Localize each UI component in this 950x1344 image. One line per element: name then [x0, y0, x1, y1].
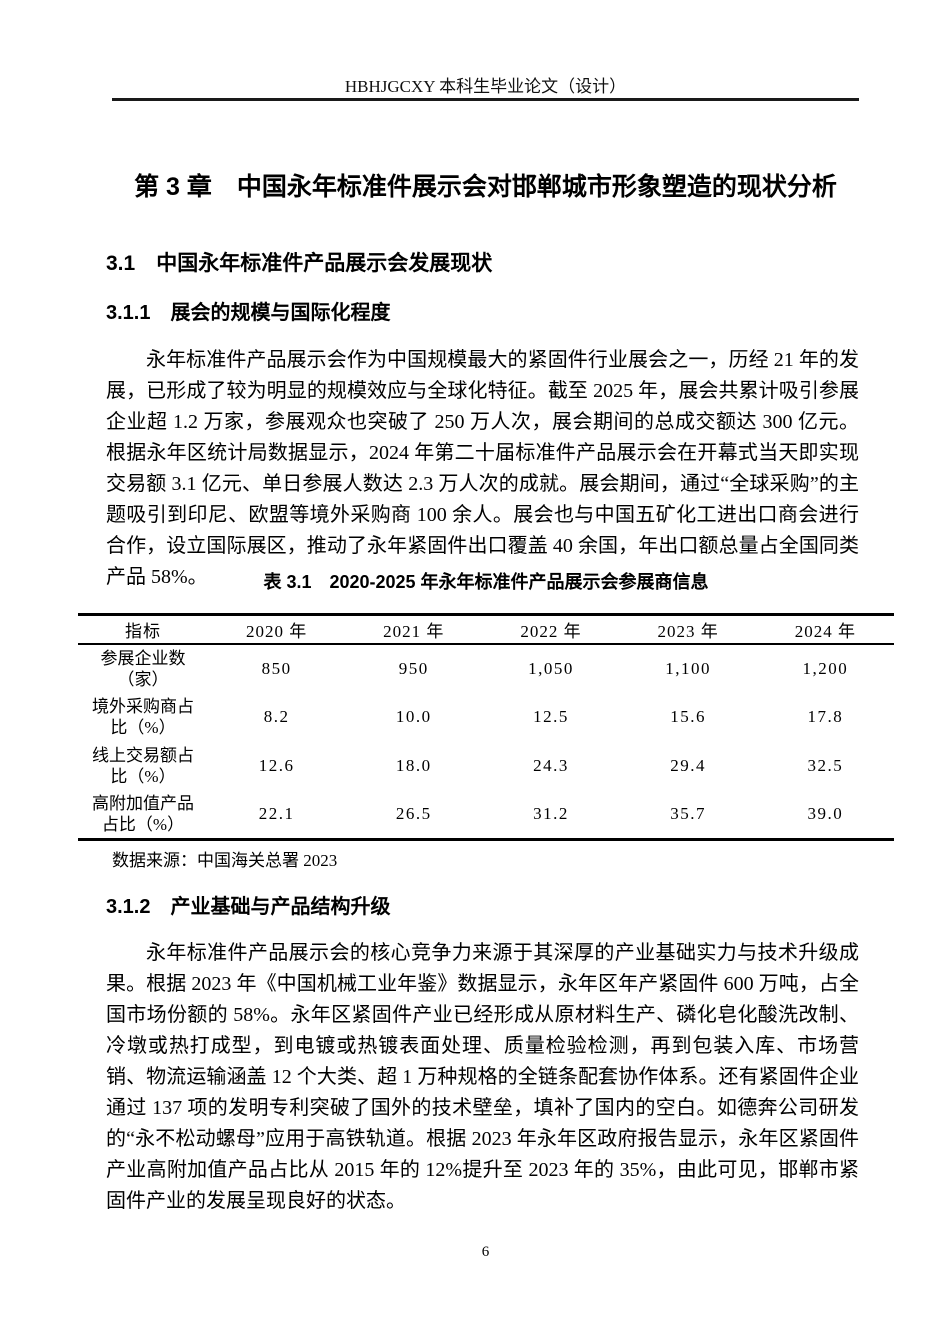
table-row: 高附加值产品 占比（%） 22.1 26.5 31.2 35.7 39.0 — [78, 791, 894, 840]
section-3-1-heading: 3.1 中国永年标准件产品展示会发展现状 — [106, 252, 493, 275]
table-cell-value: 26.5 — [395, 804, 432, 824]
table-cell-value: 24.3 — [533, 756, 569, 775]
table-cell-value: 12.6 — [258, 756, 295, 775]
section-3-1-1-paragraph: 永年标准件产品展示会作为中国规模最大的紧固件行业展会之一，历经 21 年的发展，… — [106, 349, 859, 588]
exhibitor-info-table: 指标 2020 年 2021 年 2022 年 2023 年 2024 年 参展企业数 （… — [78, 613, 894, 841]
row-label: 参展企业数 （家） — [100, 648, 186, 689]
table-cell-value: 850 — [261, 658, 292, 678]
row-label: 线上交易额占 比（%） — [92, 746, 194, 786]
table-cell-value: 1,050 — [528, 658, 574, 678]
table-cell-value: 17.8 — [807, 707, 844, 726]
row-label: 高附加值产品 占比（%） — [92, 794, 194, 835]
table-row: 境外采购商占 比（%） 8.2 10.0 12.5 15.6 17.8 — [78, 693, 894, 742]
page-number: 6 — [481, 1244, 490, 1260]
table-header-row: 指标 2020 年 2021 年 2022 年 2023 年 2024 年 — [78, 614, 894, 645]
section-3-1-2-paragraph: 永年标准件产品展示会的核心竞争力来源于其深厚的产业基础实力与技术升级成果。根据 … — [106, 942, 859, 1212]
table-row: 线上交易额占 比（%） 12.6 18.0 24.3 29.4 32.5 — [78, 742, 894, 791]
chapter-title: 第 3 章 中国永年标准件展示会对邯郸城市形象塑造的现状分析 — [134, 173, 837, 201]
table-cell-value: 32.5 — [807, 756, 844, 775]
table-cell-value: 15.6 — [670, 707, 707, 726]
column-header-year: 2020 年 — [208, 614, 346, 645]
section-3-1-2-heading: 3.1.2 产业基础与产品结构升级 — [106, 896, 391, 918]
running-header: HBHJGCXY 本科生毕业论文（设计） — [344, 77, 627, 96]
column-header-indicator: 指标 — [78, 614, 208, 645]
table-cell-value: 12.5 — [533, 707, 569, 726]
table-row: 参展企业数 （家） 850 950 1,050 1,100 1,200 — [78, 644, 894, 693]
table-source-note: 数据来源：中国海关总署 2023 — [112, 851, 338, 870]
table-caption: 表 3.1 2020-2025 年永年标准件产品展示会参展商信息 — [263, 572, 709, 592]
column-header-year: 2022 年 — [482, 614, 620, 645]
table-cell-value: 35.7 — [670, 804, 707, 824]
header-rule — [112, 98, 859, 101]
table-cell-value: 18.0 — [395, 756, 432, 775]
table-cell-value: 950 — [398, 658, 429, 678]
row-label: 境外采购商占 比（%） — [92, 697, 194, 737]
column-header-year: 2023 年 — [619, 614, 757, 645]
column-header-year: 2024 年 — [756, 614, 894, 645]
table-cell-value: 1,100 — [665, 658, 712, 678]
table-cell-value: 39.0 — [807, 804, 844, 824]
table-cell-value: 10.0 — [395, 707, 432, 726]
table-cell-value: 1,200 — [802, 658, 849, 678]
table-cell-value: 31.2 — [533, 804, 569, 824]
table-cell-value: 29.4 — [670, 756, 707, 775]
table-cell-value: 22.1 — [258, 804, 295, 824]
table-cell-value: 8.2 — [263, 707, 290, 726]
section-3-1-1-heading: 3.1.1 展会的规模与国际化程度 — [106, 302, 391, 324]
column-header-year: 2021 年 — [345, 614, 483, 645]
